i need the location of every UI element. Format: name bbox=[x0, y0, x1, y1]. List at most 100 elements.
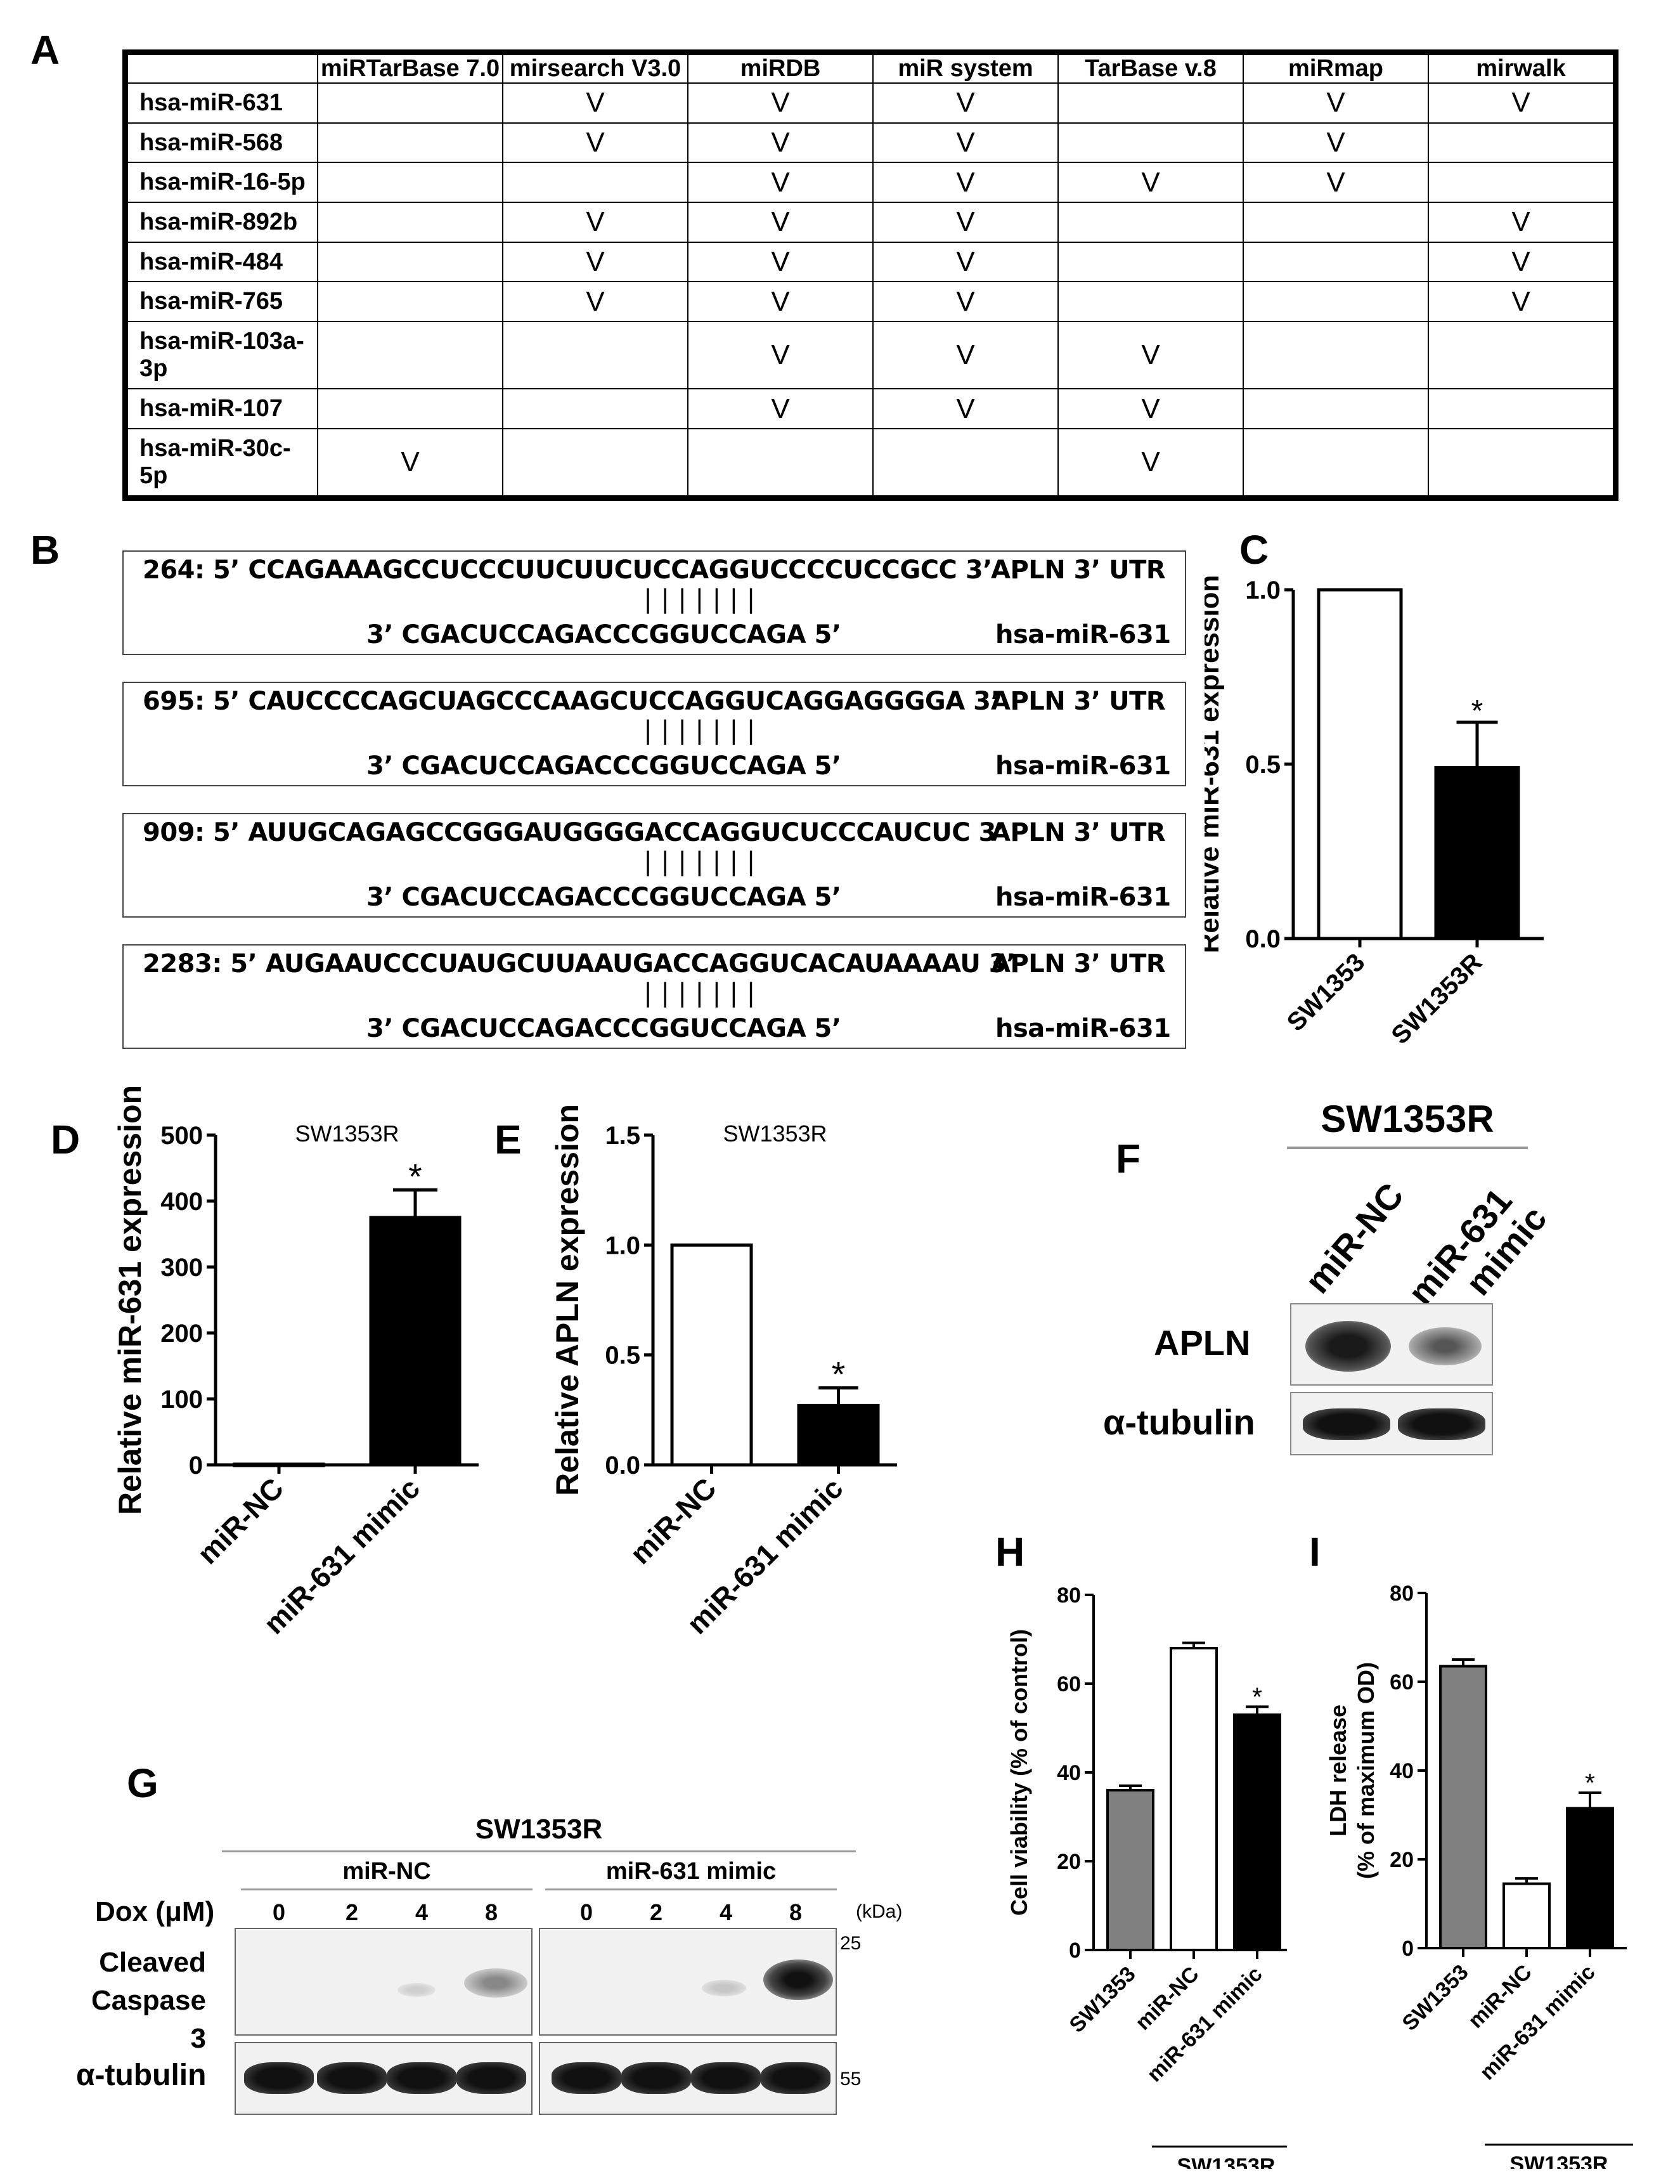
table-cell: V bbox=[872, 82, 1059, 124]
bar bbox=[369, 1216, 462, 1467]
table-cell bbox=[1057, 82, 1244, 124]
table-row: hsa-miR-107 V V V bbox=[127, 388, 1614, 429]
table-header-cell: miRmap bbox=[1243, 54, 1429, 84]
y-tick-label: 80 bbox=[1390, 1582, 1414, 1606]
blot-f-title: SW1353R bbox=[1321, 1098, 1494, 1140]
y-axis-label: Relative APLN expression bbox=[550, 1104, 585, 1496]
table-cell bbox=[1243, 202, 1429, 243]
table-cell bbox=[317, 82, 503, 124]
prediction-table: miRTarBase 7.0 mirsearch V3.0 miRDB miR … bbox=[122, 49, 1619, 501]
table-cell: V bbox=[687, 321, 874, 390]
table-cell: V bbox=[687, 82, 874, 124]
table-cell: V bbox=[1057, 388, 1244, 429]
table-cell: V bbox=[317, 427, 503, 497]
table-cell: V bbox=[687, 162, 874, 204]
band bbox=[1305, 1321, 1391, 1372]
chart-h: 0 20 40 60 80 Cell viability (% of control) SW… bbox=[1006, 1583, 1287, 2169]
table-row-name: hsa-miR-30c-5p bbox=[127, 427, 318, 497]
panel-label-b: B bbox=[30, 527, 60, 573]
blot-g-row-tubulin: α-tubulin bbox=[76, 2058, 207, 2092]
chart-d: 0 100 200 300 400 500 Relative miR-631 express… bbox=[112, 1085, 479, 1641]
y-tick-label: 1.5 bbox=[605, 1122, 640, 1150]
table-cell bbox=[1057, 202, 1244, 243]
mirna-sequence: 3’ CGACUCCAGACCCGGUCCAGA 5’ bbox=[366, 1014, 841, 1043]
utr-sequence: 2283: 5’ AUGAAUCCCUAUGCUUAAUGACCAGGUCACA… bbox=[143, 949, 1016, 978]
x-tick-label: miR-NC bbox=[624, 1471, 723, 1570]
mirna-sequence: 3’ CGACUCCAGACCCGGUCCAGA 5’ bbox=[366, 620, 841, 649]
dose-label: 2 bbox=[649, 1899, 663, 1925]
table-cell: V bbox=[502, 122, 688, 164]
target-label: APLN 3’ UTR bbox=[991, 556, 1166, 585]
alignment-box: 264: 5’ CCAGAAAGCCUCCCUUCUUCUCCAGGUCCCCU… bbox=[122, 550, 1186, 655]
table-row-name: hsa-miR-107 bbox=[127, 388, 318, 429]
table-cell: V bbox=[1057, 427, 1244, 497]
table-row: hsa-miR-631 V V V V V bbox=[127, 82, 1614, 124]
mirna-label: hsa-miR-631 bbox=[995, 883, 1171, 912]
chart-title: SW1353R bbox=[295, 1121, 399, 1147]
table-cell: V bbox=[1428, 241, 1614, 283]
band bbox=[1398, 1408, 1485, 1440]
table-cell bbox=[317, 122, 503, 164]
band bbox=[552, 2062, 621, 2094]
table-cell: V bbox=[872, 162, 1059, 204]
mirna-label: hsa-miR-631 bbox=[995, 751, 1171, 781]
band bbox=[397, 1983, 436, 1997]
group-label: SW1353R bbox=[1510, 2152, 1608, 2169]
blot-g-caspase-mimic bbox=[539, 1928, 837, 2036]
table-cell: V bbox=[872, 321, 1059, 390]
table-header-cell bbox=[127, 54, 318, 84]
band bbox=[387, 2062, 456, 2094]
table-cell: V bbox=[1057, 162, 1244, 204]
table-header-cell: miRDB bbox=[687, 54, 874, 84]
bar bbox=[1233, 1713, 1281, 1951]
table-cell bbox=[1243, 388, 1429, 429]
bar bbox=[1106, 1789, 1154, 1951]
band bbox=[621, 2062, 691, 2094]
bar bbox=[797, 1403, 880, 1467]
table-cell bbox=[317, 281, 503, 323]
band bbox=[244, 2062, 314, 2094]
table-cell bbox=[1057, 122, 1244, 164]
significance-star: * bbox=[1471, 694, 1483, 728]
table-cell: V bbox=[1428, 281, 1614, 323]
table-cell: V bbox=[502, 281, 688, 323]
table-cell bbox=[1428, 321, 1614, 390]
band bbox=[456, 2062, 526, 2094]
bar bbox=[1170, 1647, 1218, 1951]
band bbox=[1409, 1327, 1482, 1365]
dose-label: 4 bbox=[415, 1899, 429, 1925]
table-row-name: hsa-miR-16-5p bbox=[127, 162, 318, 204]
table-header-cell: miRTarBase 7.0 bbox=[317, 54, 503, 84]
blot-g-row-caspase: Cleaved Caspase 3 bbox=[89, 1944, 206, 2058]
y-tick-label: 300 bbox=[160, 1254, 203, 1282]
group-label: SW1353R bbox=[1177, 2154, 1276, 2169]
table-cell bbox=[1428, 162, 1614, 204]
table-row-name: hsa-miR-631 bbox=[127, 82, 318, 124]
mirna-label: hsa-miR-631 bbox=[995, 620, 1171, 649]
band bbox=[691, 2062, 761, 2094]
y-tick-label: 0.0 bbox=[605, 1452, 640, 1479]
table-header-row: miRTarBase 7.0 mirsearch V3.0 miRDB miR … bbox=[127, 54, 1614, 84]
panel-label-f: F bbox=[1116, 1136, 1141, 1181]
table-header-cell: mirwalk bbox=[1428, 54, 1614, 84]
blot-g-marker-25: 25 bbox=[840, 1933, 862, 1954]
table-cell bbox=[687, 427, 874, 497]
table-cell bbox=[1428, 122, 1614, 164]
blot-g-group-mimic-line bbox=[545, 1888, 837, 1890]
blot-g-title: SW1353R bbox=[475, 1814, 603, 1845]
table-cell bbox=[502, 427, 688, 497]
table-cell: V bbox=[1428, 82, 1614, 124]
significance-star: * bbox=[1585, 1768, 1595, 1797]
significance-star: * bbox=[408, 1157, 422, 1196]
dose-label: 0 bbox=[272, 1899, 286, 1925]
table-cell: V bbox=[872, 241, 1059, 283]
y-tick-label: 40 bbox=[1057, 1761, 1081, 1785]
blot-g-dox-label: Dox (μM) bbox=[95, 1896, 215, 1927]
bar bbox=[1439, 1665, 1487, 1949]
y-tick-label: 100 bbox=[160, 1386, 203, 1414]
bar bbox=[1566, 1807, 1614, 1949]
table-cell bbox=[1243, 241, 1429, 283]
y-axis-label: LDH release bbox=[1325, 1705, 1351, 1836]
table-cell bbox=[502, 321, 688, 390]
y-axis-label: Cell viability (% of control) bbox=[1006, 1629, 1032, 1916]
